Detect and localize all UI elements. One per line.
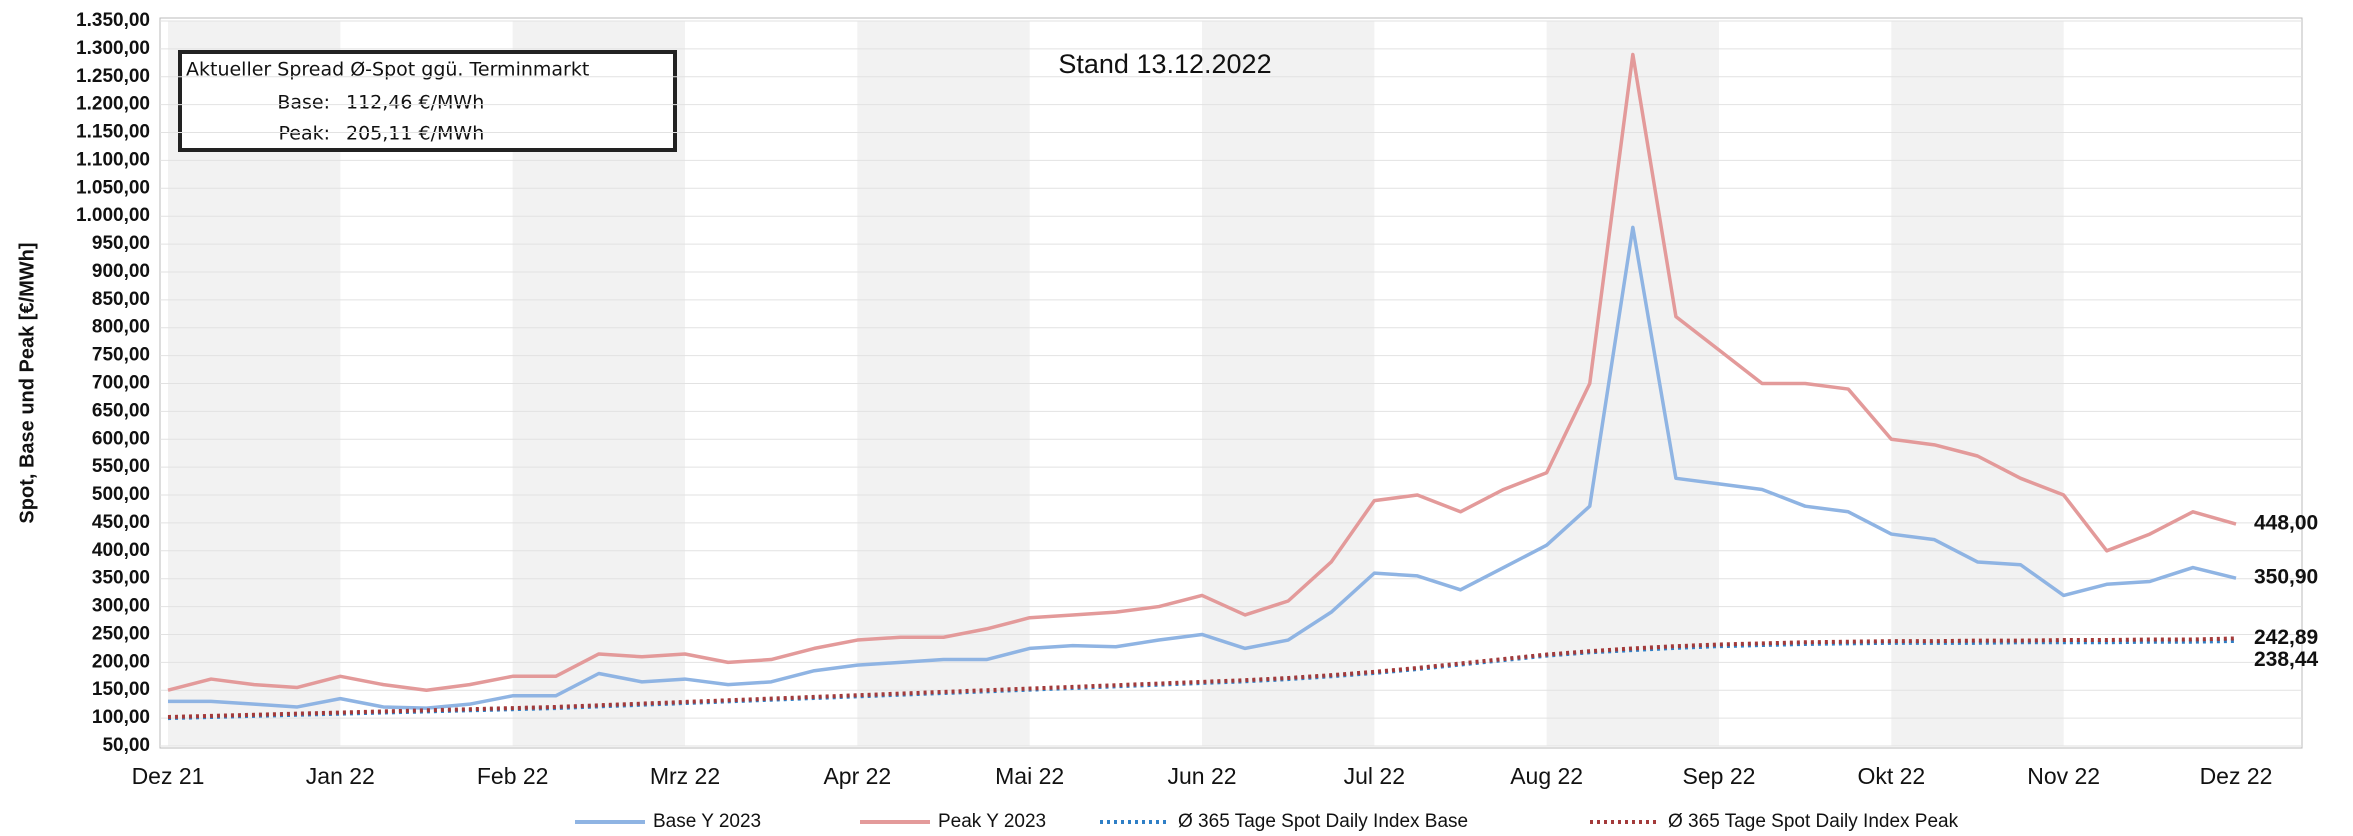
info-value: 112,46 €/MWh bbox=[346, 92, 484, 114]
y-tick-label: 650,00 bbox=[92, 400, 150, 421]
x-tick-label: Apr 22 bbox=[823, 763, 891, 789]
end-label: 238,44 bbox=[2254, 648, 2319, 671]
y-tick-label: 300,00 bbox=[92, 596, 150, 617]
y-tick-label: 1.050,00 bbox=[76, 177, 150, 198]
y-tick-label: 250,00 bbox=[92, 623, 150, 644]
y-tick-label: 450,00 bbox=[92, 512, 150, 533]
y-tick-label: 1.300,00 bbox=[76, 38, 150, 59]
y-tick-label: 550,00 bbox=[92, 456, 150, 477]
info-box-title: Aktueller Spread Ø-Spot ggü. Terminmarkt bbox=[186, 59, 589, 81]
legend-label: Base Y 2023 bbox=[653, 811, 761, 832]
y-tick-label: 1.200,00 bbox=[76, 94, 150, 115]
info-label: Peak: bbox=[278, 123, 330, 145]
x-tick-label: Jul 22 bbox=[1344, 763, 1405, 789]
end-label: 350,90 bbox=[2254, 566, 2318, 589]
y-tick-label: 950,00 bbox=[92, 233, 150, 254]
y-tick-label: 100,00 bbox=[92, 707, 150, 728]
legend-label: Ø 365 Tage Spot Daily Index Peak bbox=[1668, 811, 1959, 832]
info-box: Aktueller Spread Ø-Spot ggü. Terminmarkt… bbox=[178, 50, 677, 152]
x-tick-label: Dez 22 bbox=[2200, 763, 2273, 789]
annotation: Stand 13.12.2022 bbox=[1058, 49, 1271, 79]
legend-label: Peak Y 2023 bbox=[938, 811, 1046, 832]
x-tick-label: Nov 22 bbox=[2027, 763, 2100, 789]
x-tick-label: Okt 22 bbox=[1857, 763, 1925, 789]
x-tick-label: Jan 22 bbox=[306, 763, 375, 789]
y-tick-label: 700,00 bbox=[92, 373, 150, 394]
y-tick-label: 200,00 bbox=[92, 651, 150, 672]
series-line bbox=[167, 52, 2237, 692]
end-label: 242,89 bbox=[2254, 626, 2318, 649]
y-tick-label: 150,00 bbox=[92, 679, 150, 700]
y-tick-label: 1.150,00 bbox=[76, 122, 150, 143]
y-tick-label: 600,00 bbox=[92, 428, 150, 449]
info-box-frame bbox=[178, 50, 677, 152]
info-value: 205,11 €/MWh bbox=[346, 123, 484, 145]
y-axis-title: Spot, Base und Peak [€/MWh] bbox=[16, 242, 38, 523]
x-tick-label: Dez 21 bbox=[132, 763, 205, 789]
y-tick-label: 800,00 bbox=[92, 317, 150, 338]
series-line bbox=[168, 225, 2237, 710]
y-tick-label: 1.250,00 bbox=[76, 66, 150, 87]
y-tick-label: 400,00 bbox=[92, 540, 150, 561]
y-tick-label: 500,00 bbox=[92, 484, 150, 505]
series-line bbox=[167, 636, 2237, 719]
x-tick-label: Jun 22 bbox=[1167, 763, 1236, 789]
y-tick-label: 350,00 bbox=[92, 568, 150, 589]
y-tick-label: 850,00 bbox=[92, 289, 150, 310]
legend-label: Ø 365 Tage Spot Daily Index Base bbox=[1178, 811, 1468, 832]
x-tick-label: Aug 22 bbox=[1510, 763, 1583, 789]
info-label: Base: bbox=[277, 92, 330, 114]
y-tick-label: 1.100,00 bbox=[76, 149, 150, 170]
y-tick-label: 1.000,00 bbox=[76, 205, 150, 226]
x-tick-label: Feb 22 bbox=[477, 763, 549, 789]
y-tick-label: 1.350,00 bbox=[76, 10, 150, 31]
x-tick-label: Mai 22 bbox=[995, 763, 1064, 789]
y-tick-label: 50,00 bbox=[102, 735, 150, 756]
y-tick-label: 750,00 bbox=[92, 345, 150, 366]
x-tick-label: Sep 22 bbox=[1683, 763, 1756, 789]
x-tick-label: Mrz 22 bbox=[650, 763, 720, 789]
end-label: 448,00 bbox=[2254, 512, 2318, 535]
y-tick-label: 900,00 bbox=[92, 261, 150, 282]
